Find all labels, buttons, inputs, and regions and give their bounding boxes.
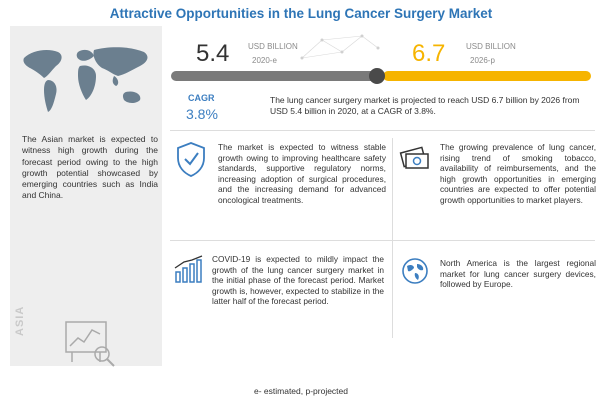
footnote: e- estimated, p-projected — [253, 386, 349, 396]
analytics-chart-icon — [65, 321, 115, 367]
divider-vertical — [392, 138, 393, 338]
market-2020-unit: USD BILLION — [248, 42, 298, 51]
market-2020-year: 2020-e — [252, 56, 277, 65]
north-america-text: North America is the largest regional ma… — [440, 258, 596, 290]
money-bills-icon — [399, 146, 429, 169]
cagr-label: CAGR — [188, 93, 215, 103]
page-title: Attractive Opportunities in the Lung Can… — [109, 6, 493, 21]
covid-text: COVID-19 is expected to mildly impact th… — [212, 254, 384, 307]
bar-endcap — [369, 68, 385, 84]
network-dots-icon — [300, 34, 380, 60]
divider-horizontal — [170, 130, 595, 131]
market-2020-value: 5.4 — [196, 40, 230, 67]
projection-text: The lung cancer surgery market is projec… — [270, 95, 580, 116]
divider-middle — [170, 240, 595, 241]
asia-panel: The Asian market is expected to witness … — [10, 26, 162, 367]
asia-description: The Asian market is expected to witness … — [22, 134, 158, 201]
shield-check-icon — [177, 142, 205, 177]
asia-label: ASIA — [14, 305, 26, 336]
prevalence-text: The growing prevalence of lung cancer, r… — [440, 142, 596, 205]
globe-icon — [402, 258, 428, 284]
market-2026-value: 6.7 — [412, 40, 446, 67]
market-2026-year: 2026-p — [470, 56, 495, 65]
bar-chart-growth-icon — [174, 255, 203, 283]
growth-text: The market is expected to witness stable… — [218, 142, 386, 205]
market-2026-bar — [383, 71, 591, 81]
cagr-value: 3.8% — [186, 106, 218, 122]
market-2026-unit: USD BILLION — [466, 42, 516, 51]
market-2020-bar — [171, 71, 381, 81]
world-map-icon — [23, 47, 148, 112]
